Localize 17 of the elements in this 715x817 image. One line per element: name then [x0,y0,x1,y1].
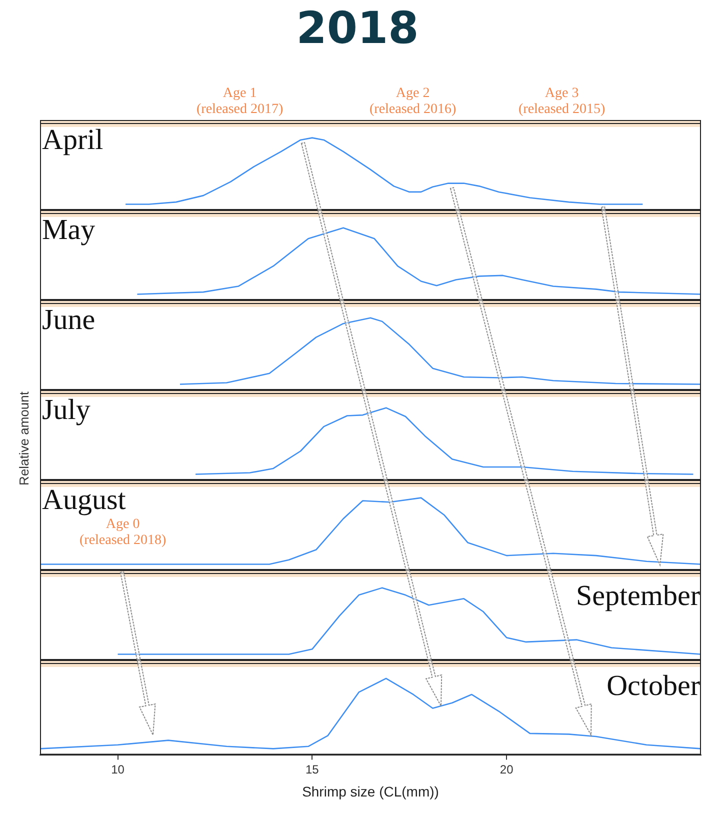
chart-subtitle: May [42,214,96,248]
annotation: Age 0 (released 2018) [80,517,166,550]
x-axis-title: Shrimp size (CL(mm)) [302,783,439,800]
x-tick-label: 10 [111,762,125,776]
chart-title: 2018 [295,3,420,55]
chart-subtitle: June [42,304,96,338]
y-axis-title: Relative amount [16,391,32,486]
text: Age 3 (released 2015) [518,86,606,118]
chart-subtitle: October [606,670,700,704]
chart-subtitle: April [42,124,104,158]
text: Age 1 (released 2017) [196,86,284,118]
x-tick-label: 15 [305,762,320,776]
chart-subtitle: September [576,580,700,614]
chart-subtitle: August [42,484,126,518]
chart-subtitle: July [42,394,90,428]
text: Age 2 (released 2016) [370,86,456,118]
x-tick-label: 20 [500,762,514,776]
